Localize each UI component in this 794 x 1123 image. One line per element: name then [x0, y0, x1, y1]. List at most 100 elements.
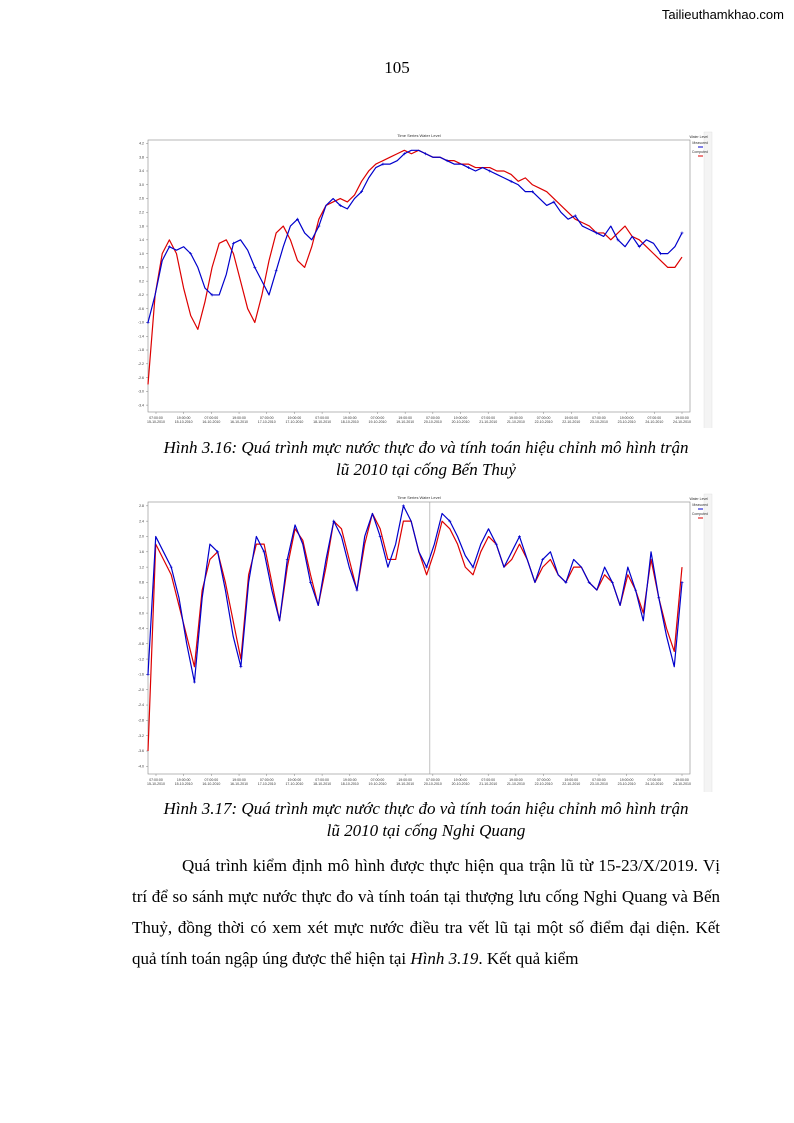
legend: Water Level Measured Computed: [689, 135, 708, 157]
x-tick-date: 21-10-2010: [479, 782, 497, 786]
x-tick-date: 16-10-2010: [202, 420, 220, 424]
data-point: [146, 320, 150, 324]
y-tick-label: 2.8: [139, 504, 144, 508]
y-tick-label: 0.2: [139, 279, 144, 283]
x-tick-time: 07:00:00: [205, 416, 219, 420]
x-tick-date: 17-10-2010: [258, 782, 276, 786]
x-tick-time: 07:00:00: [426, 416, 440, 420]
x-tick-date: 17-10-2010: [285, 420, 303, 424]
x-tick-time: 19:00:00: [177, 416, 191, 420]
plot-frame: [147, 501, 691, 775]
y-tick-label: -0.8: [138, 642, 144, 646]
x-tick-time: 19:00:00: [675, 778, 689, 782]
data-point: [274, 269, 278, 273]
x-tick-time: 19:00:00: [509, 778, 523, 782]
data-point: [425, 565, 429, 569]
data-point: [401, 504, 405, 508]
y-tick-label: 2.0: [139, 535, 144, 539]
x-tick-date: 17-10-2010: [285, 782, 303, 786]
y-tick-label: -3.0: [138, 390, 144, 394]
data-point: [253, 265, 257, 269]
x-tick-date: 24-10-2010: [645, 782, 663, 786]
y-tick-label: 0.0: [139, 611, 144, 615]
legend-title: Water Level: [689, 497, 708, 501]
page-number: 105: [384, 58, 410, 77]
legend-entry: Measured: [692, 503, 708, 507]
y-tick-label: -3.6: [138, 749, 144, 753]
data-point: [169, 565, 173, 569]
y-tick-label: 2.6: [139, 197, 144, 201]
data-point: [445, 159, 449, 163]
data-point: [448, 519, 452, 523]
legend: Water Level Measured Computed: [689, 497, 708, 519]
data-point: [530, 190, 534, 194]
data-point: [680, 580, 684, 584]
x-tick-time: 07:00:00: [315, 778, 329, 782]
x-tick-time: 19:00:00: [454, 416, 468, 420]
x-tick-date: 20-10-2010: [452, 420, 470, 424]
x-tick-time: 19:00:00: [564, 778, 578, 782]
paragraph-text: Quá trình kiểm định mô hình được thực hi…: [132, 856, 720, 968]
caption-figure-3-17: Hình 3.17: Quá trình mực nước thực đo và…: [120, 798, 732, 842]
x-tick-time: 07:00:00: [260, 416, 274, 420]
x-tick-time: 19:00:00: [177, 778, 191, 782]
data-point: [564, 580, 568, 584]
x-tick-time: 19:00:00: [232, 778, 246, 782]
x-tick-date: 20-10-2010: [452, 782, 470, 786]
y-tick-label: 3.8: [139, 155, 144, 159]
y-tick-label: -2.4: [138, 703, 144, 707]
x-tick-time: 19:00:00: [343, 778, 357, 782]
y-tick-label: -2.8: [138, 719, 144, 723]
x-tick-time: 07:00:00: [537, 416, 551, 420]
data-point: [192, 680, 196, 684]
x-tick-time: 07:00:00: [371, 778, 385, 782]
figure-reference: Hình 3.19: [410, 949, 479, 968]
data-point: [509, 179, 513, 183]
x-tick-date: 22-10-2010: [562, 782, 580, 786]
data-point: [296, 217, 300, 221]
data-point: [657, 596, 661, 600]
x-tick-date: 21-10-2010: [479, 420, 497, 424]
data-point: [466, 166, 470, 170]
data-point: [573, 214, 577, 218]
x-tick-time: 19:00:00: [232, 416, 246, 420]
x-tick-date: 19-10-2010: [369, 782, 387, 786]
x-tick-date: 21-10-2010: [507, 420, 525, 424]
y-tick-label: 4.2: [139, 142, 144, 146]
x-tick-date: 15-10-2010: [175, 420, 193, 424]
x-tick-date: 16-10-2010: [202, 782, 220, 786]
y-tick-label: -1.4: [138, 334, 144, 338]
data-point: [587, 580, 591, 584]
x-tick-time: 19:00:00: [288, 778, 302, 782]
x-tick-time: 19:00:00: [620, 416, 634, 420]
data-point: [317, 224, 321, 228]
data-point: [231, 241, 235, 245]
data-point: [338, 203, 342, 207]
chart-nghi-quang: Time Series Water Level 2.8 2.4 2.0 1.6 1.2 0.…: [138, 493, 713, 792]
legend-entry: Computed: [692, 512, 708, 516]
data-point: [659, 252, 663, 256]
y-tick-label: 1.2: [139, 565, 144, 569]
series-line-computed: [147, 512, 683, 752]
y-tick-label: -3.4: [138, 403, 144, 407]
y-tick-label: 1.6: [139, 550, 144, 554]
legend-entry: Measured: [692, 141, 708, 145]
x-tick-time: 07:00:00: [371, 416, 385, 420]
y-tick-label: -0.6: [138, 307, 144, 311]
x-tick-date: 22-10-2010: [562, 420, 580, 424]
x-tick-date: 17-10-2010: [258, 420, 276, 424]
watermark: Tailieuthamkhao.com: [661, 7, 784, 22]
figure-3-16: Time Series Water Level 4.2 3.8 3.4 3.0 2.6 2.…: [132, 130, 714, 428]
x-tick-date: 23-10-2010: [618, 782, 636, 786]
y-tick-label: -4.0: [138, 765, 144, 769]
x-tick-time: 07:00:00: [481, 416, 495, 420]
data-point: [488, 169, 492, 173]
data-point: [167, 245, 171, 249]
x-tick-time: 07:00:00: [315, 416, 329, 420]
data-point: [616, 238, 620, 242]
panel-title: Time Series Water Level: [397, 133, 441, 138]
legend-entry: Computed: [692, 150, 708, 154]
y-tick-label: -1.2: [138, 657, 144, 661]
data-point: [610, 580, 614, 584]
x-tick-time: 07:00:00: [149, 416, 163, 420]
